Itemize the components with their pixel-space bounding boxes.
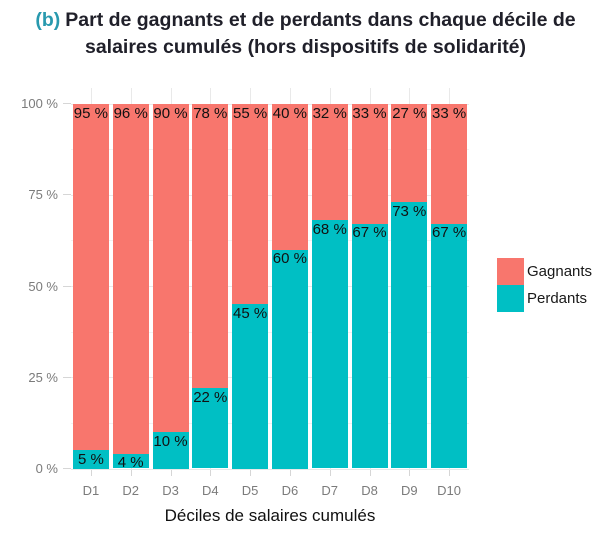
bar-label-gagnants-D3: 90 %: [153, 104, 188, 122]
x-tick-label-D6: D6: [281, 483, 299, 498]
x-tick-label-D8: D8: [361, 483, 378, 498]
x-tick-mark: [250, 469, 252, 476]
bar-segment-perdants-D4: [192, 388, 229, 469]
bar-label-gagnants-D1: 95 %: [73, 104, 108, 122]
bar-segment-gagnants-D10: [431, 103, 468, 224]
bar-segment-gagnants-D6: [271, 103, 308, 250]
x-tick-label-D3: D3: [162, 483, 179, 498]
gridline-y-major: [71, 286, 469, 287]
bar-label-perdants-D9: 73 %: [392, 202, 427, 220]
y-tick-label: 0 %: [35, 461, 58, 476]
gridline-y-minor: [71, 422, 469, 424]
bar-segment-gagnants-D7: [311, 103, 348, 221]
chart-title-line2: salaires cumulés (hors dispositifs de so…: [84, 36, 527, 58]
bar-segment-gagnants-D8: [351, 103, 388, 224]
x-tick-mark: [449, 469, 451, 476]
bar-label-perdants-D4: 22 %: [193, 388, 228, 406]
x-tick-label-D9: D9: [400, 483, 418, 498]
legend-item-perdants: Perdants: [497, 285, 592, 312]
x-tick-mark: [329, 469, 331, 476]
bar-label-perdants-D7: 68 %: [312, 220, 347, 238]
y-tick-mark: [63, 376, 71, 378]
bar-label-perdants-D5: 45 %: [232, 304, 268, 322]
bar-segment-perdants-D6: [271, 249, 308, 469]
y-tick-label: 50 %: [28, 278, 58, 294]
bar-label-perdants-D10: 67 %: [431, 224, 467, 242]
bar-label-perdants-D3: 10 %: [153, 432, 188, 450]
gridline-y-major: [71, 194, 469, 196]
y-tick-label: 100 %: [21, 96, 58, 111]
chart-title: (b) Part de gagnants et de perdants dans …: [0, 7, 611, 61]
bar-label-gagnants-D7: 32 %: [312, 104, 347, 122]
bar-label-gagnants-D5: 55 %: [232, 104, 268, 122]
legend-swatch-perdants: [497, 285, 524, 312]
x-axis-title: Déciles de salaires cumulés: [164, 506, 376, 525]
y-tick-mark: [63, 468, 71, 469]
bar-segment-perdants-D7: [311, 220, 348, 469]
legend-label-perdants: Perdants: [527, 290, 588, 307]
bar-segment-gagnants-D4: [192, 103, 229, 389]
bar-segment-perdants-D8: [351, 223, 388, 469]
bar-label-gagnants-D2: 96 %: [113, 104, 148, 122]
bar-segment-perdants-D3: [152, 432, 189, 469]
chart-title-tag: (b): [35, 9, 61, 31]
x-tick-label-D10: D10: [437, 483, 462, 498]
bar-segment-perdants-D9: [391, 202, 428, 469]
x-tick-mark: [409, 469, 411, 476]
bar-segment-perdants-D10: [431, 223, 468, 469]
legend-item-gagnants: Gagnants: [497, 258, 592, 285]
bar-label-perdants-D2: 4 %: [117, 454, 144, 472]
x-tick-mark: [210, 469, 212, 476]
gridline-y-minor: [71, 149, 469, 151]
y-tick-mark: [63, 103, 71, 104]
gridline-y-major: [71, 468, 469, 470]
chart-title-line1: Part de gagnants et de perdants dans cha…: [65, 9, 576, 31]
x-tick-mark: [289, 469, 291, 476]
x-tick-label-D7: D7: [321, 483, 338, 498]
x-tick-mark: [130, 469, 132, 476]
gridline-y-minor: [71, 331, 469, 333]
bar-label-gagnants-D8: 33 %: [352, 104, 387, 122]
x-tick-label-D5: D5: [241, 483, 259, 498]
bar-label-gagnants-D10: 33 %: [431, 104, 467, 122]
bar-segment-gagnants-D5: [232, 103, 269, 305]
x-tick-mark: [90, 469, 92, 476]
bar-segment-gagnants-D3: [152, 103, 189, 432]
y-tick-label: 25 %: [28, 369, 58, 385]
bar-segment-gagnants-D9: [391, 103, 428, 203]
gridline-y-minor: [71, 240, 469, 242]
bar-label-perdants-D6: 60 %: [272, 250, 307, 267]
y-tick-mark: [63, 194, 71, 196]
y-tick-label: 75 %: [28, 187, 58, 203]
bar-label-gagnants-D9: 27 %: [392, 104, 427, 122]
legend: Gagnants Perdants: [497, 258, 592, 312]
legend-label-gagnants: Gagnants: [527, 263, 593, 280]
gridline-y-major: [71, 103, 469, 105]
bar-label-gagnants-D4: 78 %: [193, 104, 228, 122]
x-tick-label-D2: D2: [122, 483, 139, 498]
legend-swatch-gagnants: [497, 258, 524, 285]
x-tick-mark: [369, 469, 371, 476]
bar-segment-perdants-D1: [72, 450, 109, 469]
bar-label-perdants-D8: 67 %: [352, 224, 387, 242]
y-tick-mark: [63, 285, 71, 287]
bar-segment-gagnants-D1: [72, 103, 109, 451]
bar-segment-perdants-D2: [112, 453, 149, 469]
bar-label-perdants-D1: 5 %: [77, 450, 104, 468]
x-tick-label-D4: D4: [201, 483, 219, 498]
bar-segment-gagnants-D2: [112, 103, 149, 454]
x-tick-mark: [170, 469, 172, 476]
bar-label-gagnants-D6: 40 %: [272, 104, 307, 122]
gridline-y-major: [71, 377, 469, 379]
x-tick-label-D1: D1: [82, 483, 100, 498]
bar-segment-perdants-D5: [232, 304, 269, 469]
